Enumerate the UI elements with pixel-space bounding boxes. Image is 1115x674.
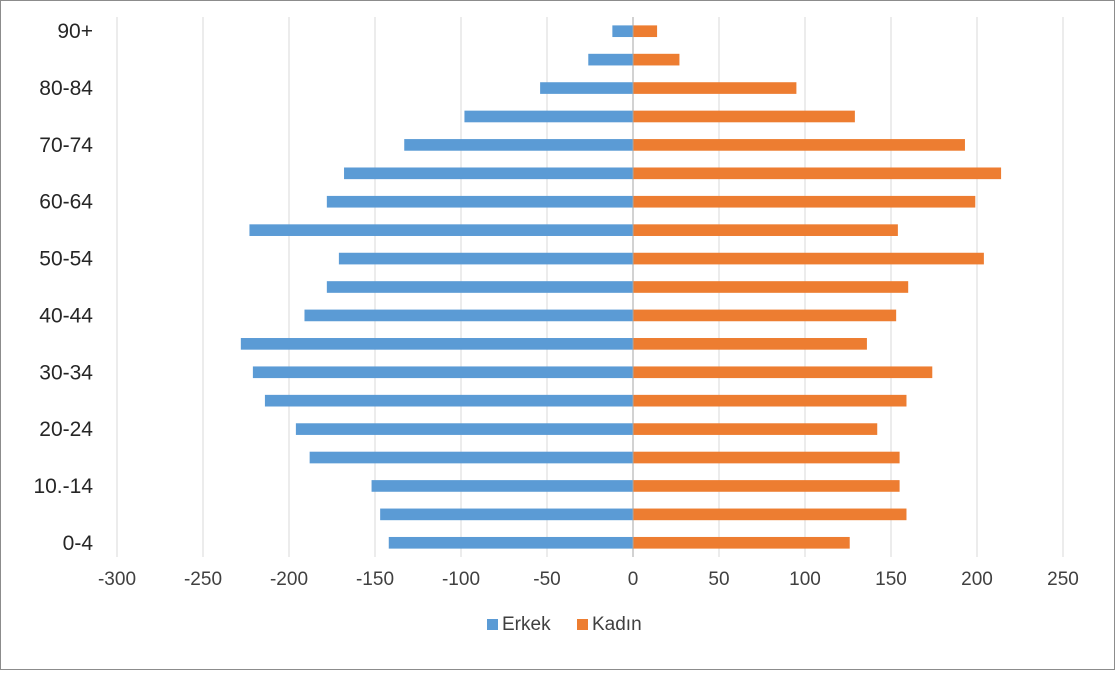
bar-erkek-50-54 xyxy=(338,252,633,265)
y-tick-label: 80-84 xyxy=(39,77,93,100)
x-tick-label: 50 xyxy=(708,569,729,590)
bar-kadin-70-74 xyxy=(633,139,965,151)
legend-label-erkek: Erkek xyxy=(502,614,551,635)
x-axis-labels: -300 -250 -200 -150 -100 -50 0 50 100 150 200 250 xyxy=(98,569,1079,590)
x-tick-label: 100 xyxy=(789,569,821,590)
bar-erkek-85-89 xyxy=(588,53,633,66)
bars xyxy=(240,25,1002,549)
bar-erkek-40-44 xyxy=(304,309,633,322)
x-tick-label: -50 xyxy=(533,569,560,590)
bar-kadin-55-59 xyxy=(633,224,898,236)
y-tick-label: 40-44 xyxy=(39,304,93,327)
x-tick-label: -300 xyxy=(98,569,136,590)
bar-kadin-10.-14 xyxy=(633,480,900,492)
bar-kadin-60-64 xyxy=(633,195,976,208)
bar-kadin-5-9 xyxy=(633,508,907,521)
bar-erkek-25-29 xyxy=(264,394,633,407)
x-tick-label: -150 xyxy=(356,569,394,590)
bar-erkek-70-74 xyxy=(404,139,633,151)
y-axis-labels: 0-4 10.-14 20-24 30-34 40-44 50-54 60-64 70-74 8… xyxy=(33,20,93,555)
x-tick-label: 150 xyxy=(875,569,907,590)
bar-erkek-60-64 xyxy=(326,195,633,208)
bar-kadin-80-84 xyxy=(633,82,797,94)
legend-swatch-kadin xyxy=(577,619,588,630)
bar-kadin-30-34 xyxy=(633,366,933,379)
x-tick-label: 0 xyxy=(628,569,639,590)
legend-label-kadin: Kadın xyxy=(592,614,642,635)
bar-kadin-45-49 xyxy=(633,281,909,293)
y-tick-label: 60-64 xyxy=(39,191,93,214)
x-tick-label: 200 xyxy=(961,569,993,590)
bar-kadin-75-79 xyxy=(633,110,855,123)
y-tick-label: 0-4 xyxy=(63,532,94,555)
bar-kadin-50-54 xyxy=(633,252,984,265)
bar-kadin-25-29 xyxy=(633,394,907,407)
bar-erkek-55-59 xyxy=(249,224,633,236)
bar-kadin-65-69 xyxy=(633,167,1002,180)
bar-kadin-20-24 xyxy=(633,423,878,435)
y-tick-label: 10.-14 xyxy=(33,475,93,498)
bar-kadin-15-19 xyxy=(633,451,900,464)
y-tick-label: 50-54 xyxy=(39,248,93,271)
bar-erkek-80-84 xyxy=(540,82,633,94)
bar-erkek-90+ xyxy=(612,25,633,38)
legend: Erkek Kadın xyxy=(487,614,642,635)
y-tick-label: 30-34 xyxy=(39,361,93,384)
x-tick-label: 250 xyxy=(1047,569,1079,590)
legend-swatch-erkek xyxy=(487,619,498,630)
y-tick-label: 90+ xyxy=(57,20,93,43)
y-tick-label: 20-24 xyxy=(39,418,93,441)
bar-erkek-75-79 xyxy=(464,110,633,123)
bar-kadin-90+ xyxy=(633,25,658,38)
bar-erkek-65-69 xyxy=(344,167,633,180)
y-tick-label: 70-74 xyxy=(39,134,93,157)
x-tick-label: -250 xyxy=(184,569,222,590)
bar-erkek-20-24 xyxy=(295,423,633,435)
bar-kadin-35-39 xyxy=(633,338,867,350)
bar-kadin-0-4 xyxy=(633,536,850,549)
bar-erkek-30-34 xyxy=(252,366,633,379)
bar-erkek-35-39 xyxy=(240,338,633,350)
x-tick-label: -100 xyxy=(442,569,480,590)
bar-kadin-85-89 xyxy=(633,53,680,66)
bar-erkek-10.-14 xyxy=(371,480,633,492)
bar-erkek-5-9 xyxy=(380,508,633,521)
bar-erkek-0-4 xyxy=(388,536,633,549)
x-tick-label: -200 xyxy=(270,569,308,590)
bar-kadin-40-44 xyxy=(633,309,897,322)
bar-erkek-15-19 xyxy=(309,451,633,464)
bar-erkek-45-49 xyxy=(326,281,633,293)
